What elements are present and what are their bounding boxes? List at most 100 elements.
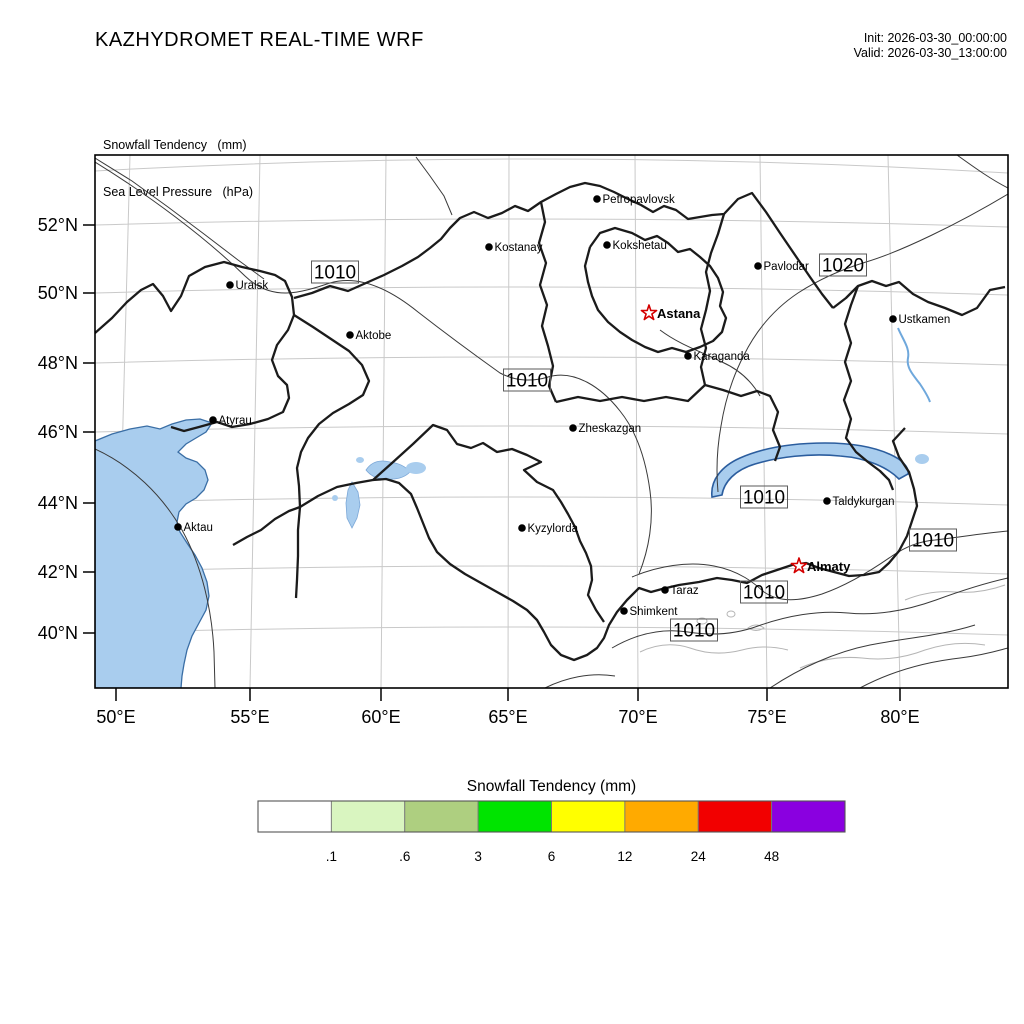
legend-bin — [697, 800, 773, 833]
city-marker-aktobe: Aktobe — [346, 330, 391, 342]
legend-bin — [257, 800, 332, 833]
city-dot-icon — [226, 281, 234, 289]
valid-time: Valid: 2026-03-30_13:00:00 — [853, 46, 1007, 60]
city-label: Kokshetau — [613, 240, 667, 252]
snowfall-trace-contours — [639, 584, 1006, 669]
city-label: Kyzylorda — [528, 523, 579, 535]
y-tick-42°N: 42°N — [38, 562, 95, 582]
x-tick-60°E: 60°E — [361, 688, 401, 727]
caspian-sea — [95, 418, 214, 688]
svg-text:48°N: 48°N — [38, 353, 78, 373]
svg-text:60°E: 60°E — [361, 707, 400, 727]
city-label: Pavlodar — [764, 261, 810, 273]
city-marker-karaganda: Karaganda — [684, 351, 750, 363]
svg-text:50°N: 50°N — [38, 283, 78, 303]
city-dot-icon — [661, 586, 669, 594]
init-time: Init: 2026-03-30_00:00:00 — [863, 31, 1007, 45]
legend-title: Snowfall Tendency (mm) — [467, 778, 636, 795]
city-dot-icon — [684, 352, 692, 360]
city-dot-icon — [569, 424, 577, 432]
x-tick-55°E: 55°E — [230, 688, 270, 727]
water-bodies — [95, 327, 931, 688]
city-marker-pavlodar: Pavlodar — [754, 261, 809, 273]
city-label: Almaty — [807, 559, 851, 574]
city-dot-icon — [174, 523, 182, 531]
city-label: Taldykurgan — [833, 496, 895, 508]
city-marker-ustkamen: Ustkamen — [889, 314, 950, 326]
svg-text:1020: 1020 — [822, 256, 864, 277]
city-dot-icon — [889, 315, 897, 323]
x-tick-70°E: 70°E — [618, 688, 658, 727]
city-label: Astana — [657, 306, 701, 321]
city-marker-zheskazgan: Zheskazgan — [569, 423, 641, 435]
legend-bin — [404, 800, 479, 833]
aral-sea-east — [365, 460, 411, 480]
city-marker-astana: Astana — [640, 304, 701, 321]
city-dot-icon — [620, 607, 628, 615]
svg-text:1010: 1010 — [743, 488, 785, 509]
pressure-label: 1010 — [740, 485, 788, 509]
city-marker-petropavlovsk: Petropavlovsk — [593, 194, 675, 206]
y-tick-50°N: 50°N — [38, 283, 95, 303]
city-marker-kostanay: Kostanay — [485, 242, 543, 254]
city-marker-uralsk: Uralsk — [226, 280, 268, 292]
legend-tick-label: .1 — [326, 849, 337, 864]
y-tick-46°N: 46°N — [38, 422, 95, 442]
pressure-contours — [95, 155, 1008, 688]
svg-text:1010: 1010 — [314, 263, 356, 284]
svg-text:44°N: 44°N — [38, 493, 78, 513]
svg-text:52°N: 52°N — [38, 215, 78, 235]
model-run-times: Init: 2026-03-30_00:00:00 Valid: 2026-03… — [854, 31, 1007, 61]
svg-text:40°N: 40°N — [38, 623, 78, 643]
city-marker-taldykurgan: Taldykurgan — [823, 496, 895, 508]
y-tick-48°N: 48°N — [38, 353, 95, 373]
svg-text:70°E: 70°E — [618, 707, 657, 727]
svg-text:1010: 1010 — [673, 621, 715, 642]
aral-lake-small — [406, 462, 426, 474]
lake-small-1 — [356, 457, 364, 463]
aral-sea-west — [345, 481, 361, 529]
city-marker-taraz: Taraz — [661, 585, 699, 597]
svg-text:65°E: 65°E — [488, 707, 527, 727]
svg-text:1010: 1010 — [506, 371, 548, 392]
svg-text:42°N: 42°N — [38, 562, 78, 582]
pressure-label: 1010 — [311, 260, 359, 284]
city-dot-icon — [603, 241, 611, 249]
country-borders — [95, 181, 1006, 662]
city-label: Aktobe — [356, 330, 392, 342]
svg-text:75°E: 75°E — [747, 707, 786, 727]
city-marker-kokshetau: Kokshetau — [603, 240, 667, 252]
city-marker-aktau: Aktau — [174, 522, 213, 534]
pressure-label: 1010 — [740, 580, 788, 604]
city-marker-kyzylorda: Kyzylorda — [518, 523, 579, 535]
pressure-label: 1010 — [909, 528, 957, 552]
city-label: Kostanay — [495, 242, 543, 254]
city-marker-atyrau: Atyrau — [209, 415, 252, 427]
y-tick-52°N: 52°N — [38, 215, 95, 235]
legend-tick-label: .6 — [399, 849, 410, 864]
city-label: Atyrau — [219, 415, 252, 427]
legend-tick-label: 24 — [691, 849, 707, 864]
x-tick-80°E: 80°E — [880, 688, 920, 727]
x-tick-75°E: 75°E — [747, 688, 787, 727]
legend-bin — [771, 800, 846, 833]
pressure-label: 1020 — [819, 253, 867, 277]
city-label: Shimkent — [630, 606, 679, 618]
x-tick-65°E: 65°E — [488, 688, 528, 727]
legend-bin — [624, 800, 699, 833]
city-dot-icon — [593, 195, 601, 203]
svg-text:50°E: 50°E — [96, 707, 135, 727]
field-label-snowfall: Snowfall Tendency (mm) — [103, 138, 247, 152]
capital-star-icon — [640, 304, 658, 321]
lake-alakol — [915, 454, 929, 464]
irtysh-river — [897, 327, 931, 403]
legend-tick-label: 12 — [617, 849, 632, 864]
city-label: Uralsk — [236, 280, 269, 292]
y-tick-40°N: 40°N — [38, 623, 95, 643]
city-label: Taraz — [671, 585, 699, 597]
city-label: Zheskazgan — [579, 423, 642, 435]
svg-text:46°N: 46°N — [38, 422, 78, 442]
city-dot-icon — [485, 243, 493, 251]
city-dot-icon — [209, 416, 217, 424]
city-dot-icon — [518, 524, 526, 532]
